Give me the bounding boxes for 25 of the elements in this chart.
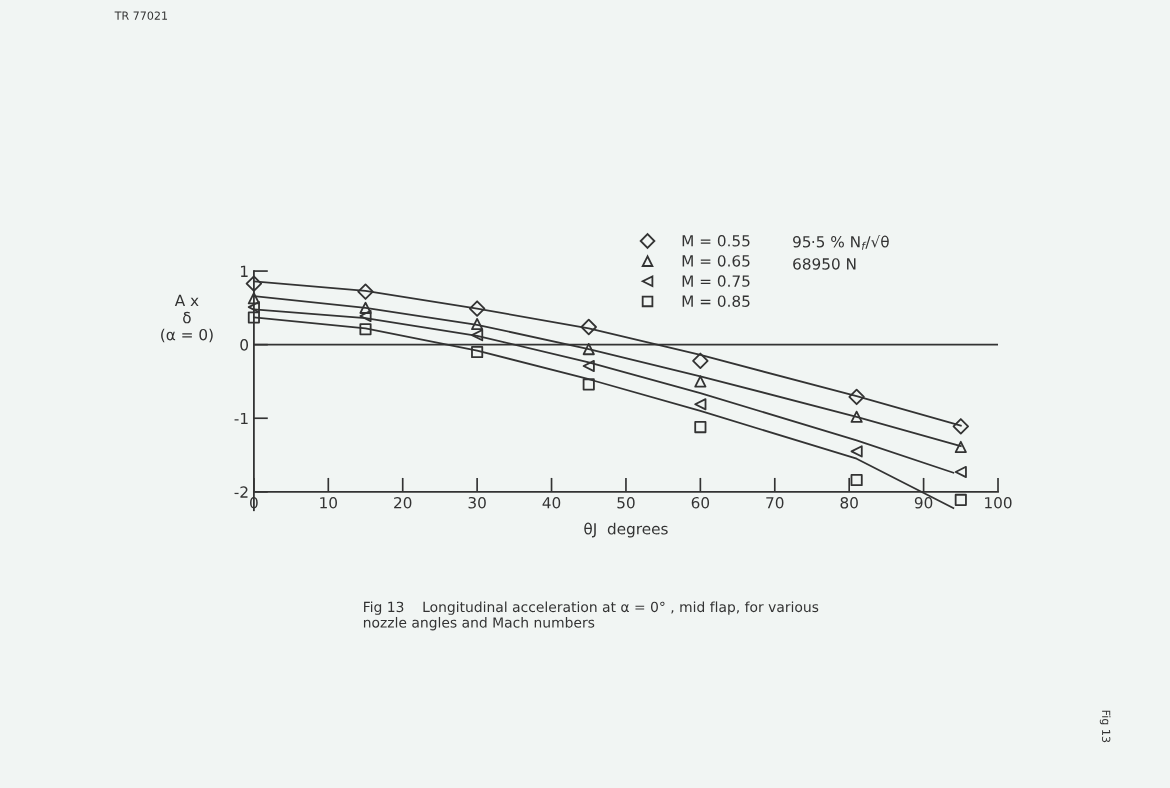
caption: Fig 13 <box>1099 710 1111 743</box>
x-tick-label: 100 <box>985 496 1012 509</box>
text: 68950 N <box>793 258 856 270</box>
y-tick-label: -1 <box>234 412 248 425</box>
x-tick-label: 30 <box>468 496 486 509</box>
x-tick-label: 20 <box>394 496 412 509</box>
text: TR 77021 <box>114 11 168 20</box>
x-tick-label: 90 <box>914 496 933 509</box>
x-tick-label: 70 <box>766 496 784 509</box>
x-tick-label: 40 <box>542 496 561 509</box>
legend-label: M = 0.55 <box>682 235 750 247</box>
legend-label: M = 0.85 <box>682 295 750 307</box>
y-tick-label: 1 <box>240 265 248 277</box>
x-tick-label: 80 <box>840 496 858 509</box>
text: Fig 13 Longitudinal acceleration at α = 0° , mid flap, for various nozzle angles and Mach numbers <box>363 601 819 631</box>
x-tick-label: 10 <box>320 496 338 509</box>
y-tick-label: 0 <box>240 339 249 351</box>
y-tick-label: -2 <box>234 486 248 498</box>
x-tick-label: 50 <box>617 496 635 509</box>
text: 95·5 % N$_{f}$/√θ <box>793 234 889 250</box>
legend-label: M = 0.75 <box>682 275 750 287</box>
y-axis-title: A x δ (α = 0) <box>161 294 213 343</box>
legend-label: M = 0.65 <box>682 255 750 267</box>
x-axis-title: θJ degrees <box>584 522 668 538</box>
x-tick-label: 60 <box>691 496 710 509</box>
